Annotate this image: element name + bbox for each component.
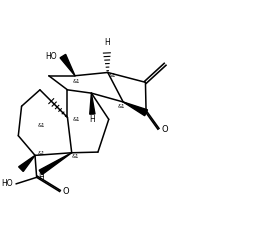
Text: &1: &1 <box>72 79 80 84</box>
Text: O: O <box>162 125 169 134</box>
Text: &1: &1 <box>118 104 126 109</box>
Text: &1: &1 <box>38 151 45 156</box>
Text: &1: &1 <box>72 117 80 122</box>
Text: H: H <box>90 115 95 124</box>
Text: &1: &1 <box>71 154 79 159</box>
Text: O: O <box>63 187 69 196</box>
Text: H: H <box>38 173 44 182</box>
Text: &1: &1 <box>38 123 45 128</box>
Polygon shape <box>39 153 72 175</box>
Polygon shape <box>123 102 147 116</box>
Polygon shape <box>60 54 75 76</box>
Text: &1: &1 <box>109 73 116 78</box>
Text: HO: HO <box>1 179 13 188</box>
Polygon shape <box>90 93 95 114</box>
Text: H: H <box>104 38 110 47</box>
Polygon shape <box>19 155 35 172</box>
Text: HO: HO <box>45 52 57 61</box>
